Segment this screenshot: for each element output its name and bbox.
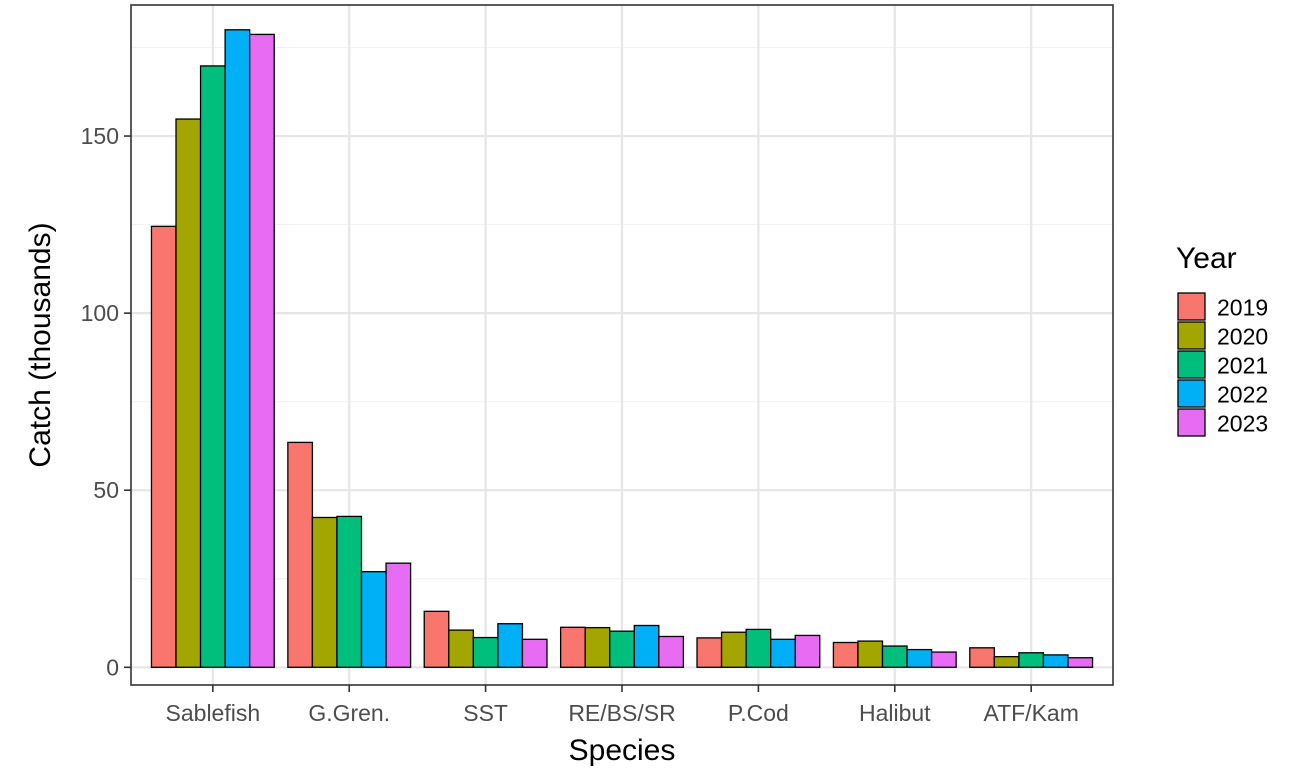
x-tick-label: Sablefish xyxy=(166,700,261,726)
legend-title: Year xyxy=(1176,242,1237,275)
bar-2021 xyxy=(609,630,635,668)
x-axis: Sablefish G.Gren. SST RE/BS/SR P.Cod Halibut A… xyxy=(166,685,1079,726)
y-tick-label: 150 xyxy=(81,123,119,149)
x-tick-label: ATF/Kam xyxy=(983,700,1078,726)
x-tick-label: RE/BS/SR xyxy=(568,700,675,726)
bar-2019 xyxy=(150,225,177,668)
bar-2020 xyxy=(993,656,1020,668)
bar-2021 xyxy=(199,65,226,668)
y-tick-label: 100 xyxy=(81,300,119,326)
legend-label-2021: 2021 xyxy=(1217,353,1268,379)
bars-group xyxy=(150,29,1094,668)
bar-2022 xyxy=(770,638,796,668)
bar-2019 xyxy=(696,637,723,668)
bar-2022 xyxy=(1042,654,1069,668)
bar-2021 xyxy=(336,515,363,668)
bar-2020 xyxy=(175,118,202,668)
y-axis-title: Catch (thousands) xyxy=(24,222,57,467)
bar-2022 xyxy=(224,29,251,668)
legend-key-2021 xyxy=(1177,350,1206,379)
bar-2019 xyxy=(287,441,314,668)
x-axis-title: Species xyxy=(569,734,676,767)
bar-2020 xyxy=(857,640,884,668)
legend-key-2019 xyxy=(1177,292,1206,321)
bar-2020 xyxy=(584,626,611,668)
bar-2021 xyxy=(745,628,772,668)
bar-2019 xyxy=(559,626,586,668)
bar-2022 xyxy=(360,571,387,668)
x-tick-label: SST xyxy=(463,700,508,726)
x-tick-label: Halibut xyxy=(859,700,931,726)
bar-2023 xyxy=(794,634,821,668)
bar-2021 xyxy=(881,645,908,668)
bar-2022 xyxy=(497,623,524,668)
bar-2023 xyxy=(385,562,412,668)
bar-2023 xyxy=(658,635,685,668)
bar-2023 xyxy=(930,651,957,668)
bar-2023 xyxy=(249,33,275,668)
bar-2020 xyxy=(448,629,474,668)
legend: Year 2019 2020 2021 2022 2023 xyxy=(1176,242,1268,437)
bar-2019 xyxy=(832,641,859,668)
bar-2022 xyxy=(906,648,933,668)
legend-key-2023 xyxy=(1177,408,1206,437)
bar-2021 xyxy=(472,636,499,668)
bar-2020 xyxy=(311,516,338,668)
bar-2023 xyxy=(521,638,548,668)
legend-key-2020 xyxy=(1177,321,1206,350)
legend-label-2022: 2022 xyxy=(1217,382,1268,408)
bar-2020 xyxy=(720,631,747,668)
bar-2021 xyxy=(1018,652,1045,668)
bar-2023 xyxy=(1067,657,1094,668)
legend-key-2022 xyxy=(1177,379,1206,408)
legend-label-2019: 2019 xyxy=(1217,295,1268,321)
legend-label-2020: 2020 xyxy=(1217,324,1268,350)
y-tick-label: 0 xyxy=(106,654,119,680)
y-axis: 0 50 100 150 xyxy=(81,123,131,680)
legend-label-2023: 2023 xyxy=(1217,411,1268,437)
x-tick-label: P.Cod xyxy=(728,700,789,726)
bar-2019 xyxy=(969,647,995,668)
bar-2019 xyxy=(423,610,450,668)
y-tick-label: 50 xyxy=(93,477,119,503)
bar-2022 xyxy=(633,624,660,668)
x-tick-label: G.Gren. xyxy=(308,700,390,726)
